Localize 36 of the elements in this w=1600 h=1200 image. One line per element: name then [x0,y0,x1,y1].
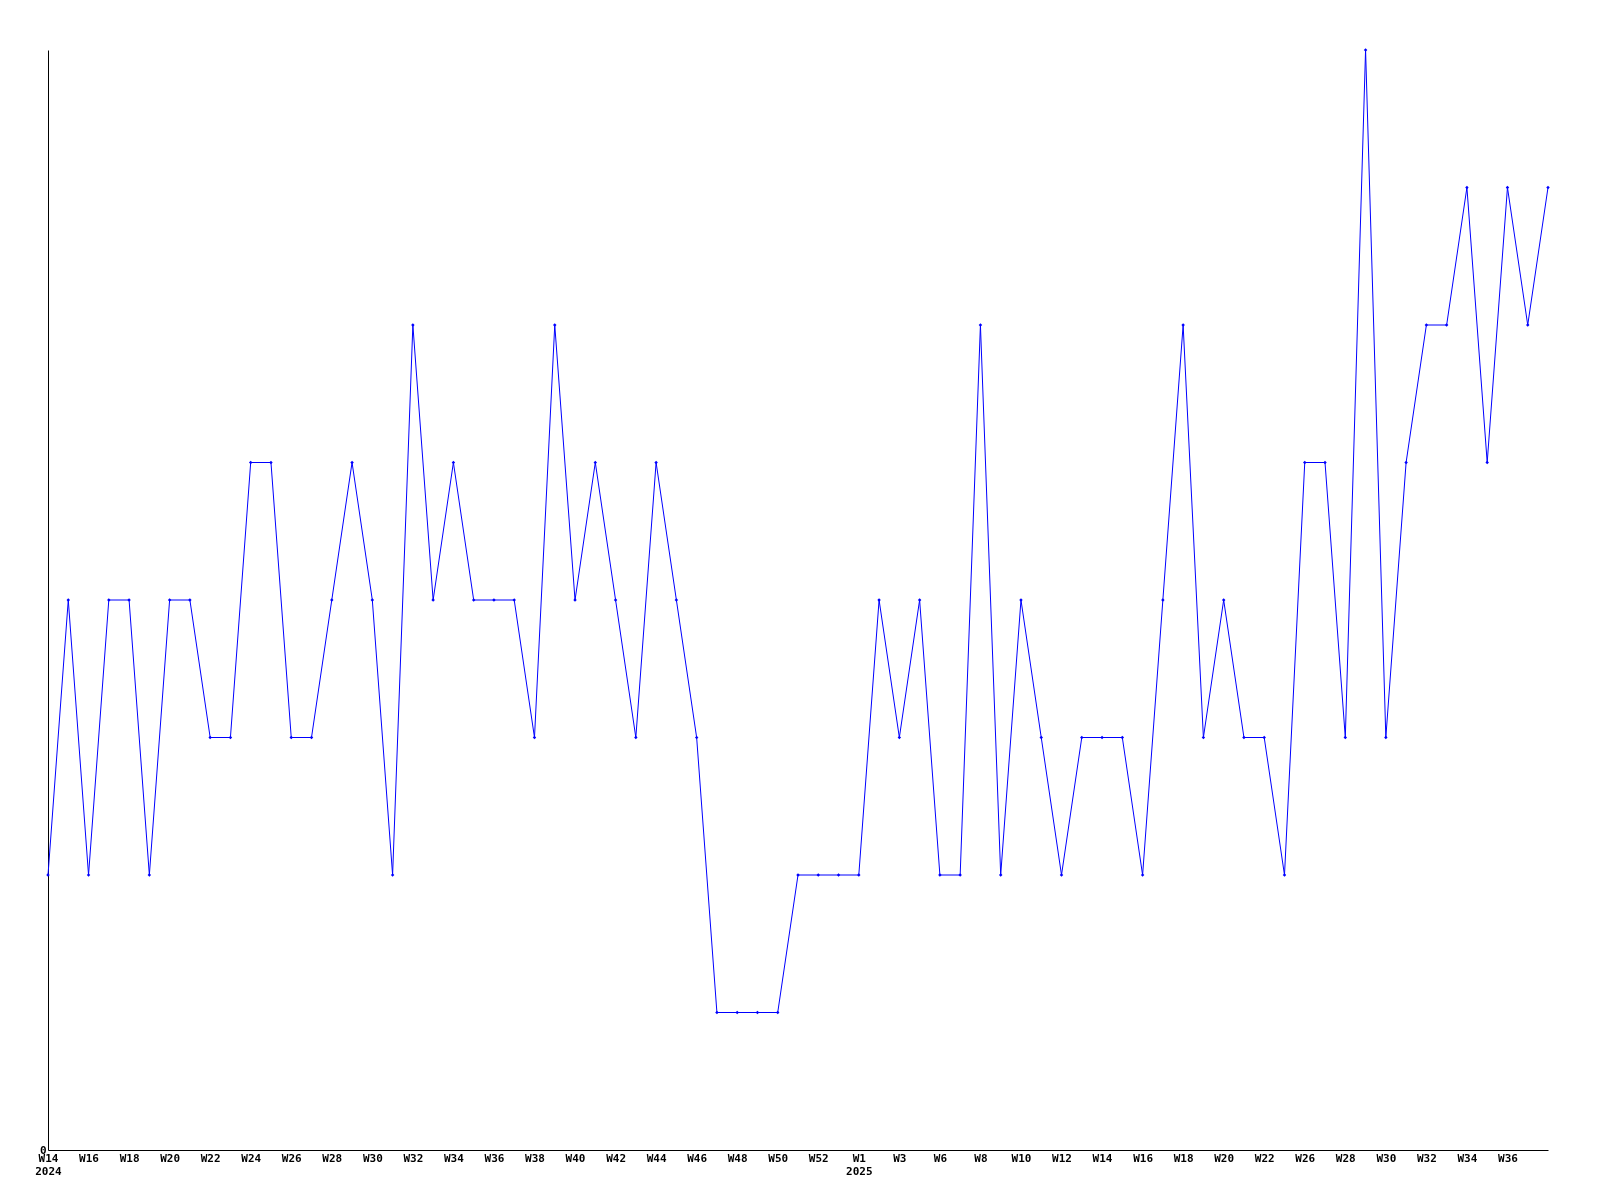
x-tick-label: W30 [1376,1151,1397,1165]
x-tick-label: W50 [768,1151,789,1165]
x-tick-label: W28 [1335,1151,1356,1165]
x-tick-label: W42 [606,1151,627,1165]
x-tick-label: W12 [1052,1151,1072,1165]
x-tick-label: W10 [1011,1151,1032,1165]
x-tick-label: W34 [1457,1151,1478,1165]
x-tick-label: W18 [119,1151,140,1165]
x-tick-label: W40 [565,1151,586,1165]
x-tick-label: W22 [200,1151,221,1165]
x-tick-label: W36 [1498,1151,1519,1165]
x-tick-label: W18 [1173,1151,1194,1165]
x-tick-label: W30 [362,1151,383,1165]
x-tick-label: W44 [646,1151,667,1165]
x-tick-label: W26 [281,1151,303,1165]
x-tick-label: W24 [241,1151,262,1165]
x-tick-label: W46 [687,1151,708,1165]
x-tick-label: W14 [1092,1151,1113,1165]
x-tick-label: W20 [1214,1151,1235,1165]
x-tick-label: W26 [1295,1151,1316,1165]
x-tick-label: W16 [1133,1151,1154,1165]
x-tick-label: W28 [322,1151,343,1165]
x-tick-label: W22 [1254,1151,1275,1165]
x-tick-label: W1 2025 [846,1151,873,1178]
x-tick-label: W32 [1416,1151,1437,1165]
x-tick-label: W6 [933,1151,948,1165]
x-tick-label: W38 [525,1151,545,1165]
x-tick-label: W52 [808,1151,829,1165]
x-tick-label: W34 [443,1151,465,1165]
x-tick-label: W16 [79,1151,100,1165]
x-tick-label: W32 [403,1151,424,1165]
x-tick-label: W8 [974,1151,988,1165]
x-tick-label: W3 [893,1151,907,1165]
x-tick-label: W36 [484,1151,505,1165]
x-tick-label: W20 [160,1151,181,1165]
x-tick-label: W48 [727,1151,748,1165]
